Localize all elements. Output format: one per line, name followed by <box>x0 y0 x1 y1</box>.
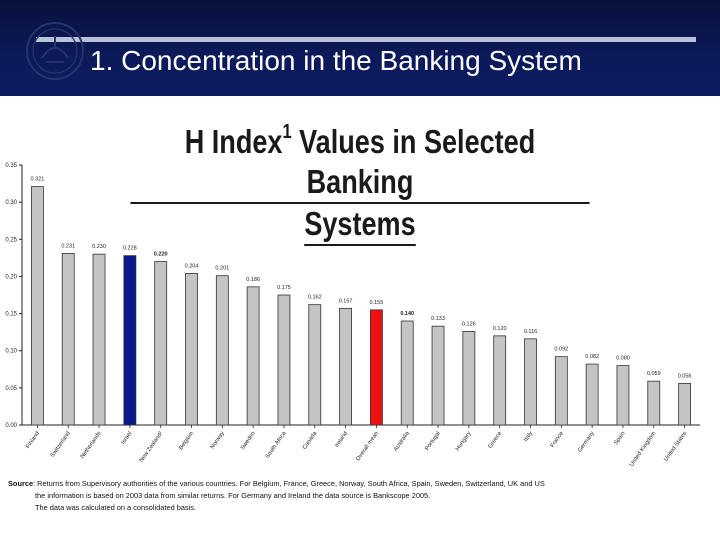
bar <box>61 253 75 426</box>
data-label: 0.059 <box>647 371 661 377</box>
x-tick-label: United States <box>663 431 688 463</box>
bar <box>493 335 507 426</box>
x-tick-label: Israel <box>120 431 133 446</box>
x-tick-label: Belgium <box>178 431 195 452</box>
y-tick-label: 0.10 <box>5 349 17 355</box>
bar <box>554 356 568 426</box>
bar <box>616 365 630 426</box>
x-tick-label: South Africa <box>265 430 288 460</box>
chart-title-line1: H Index1 Values in Selected Banking <box>130 121 590 204</box>
x-tick-label: Canada <box>302 430 319 451</box>
bar <box>308 304 322 426</box>
bar <box>215 275 229 426</box>
x-tick-label: Hungary <box>455 431 473 452</box>
data-label: 0.201 <box>215 266 229 272</box>
y-tick-label: 0.00 <box>5 423 17 429</box>
data-label: 0.162 <box>308 295 322 301</box>
data-label: 0.230 <box>92 244 106 250</box>
bar <box>400 320 414 426</box>
y-tick-label: 0.05 <box>5 386 17 392</box>
y-tick-label: 0.20 <box>5 274 17 280</box>
bar <box>370 309 383 426</box>
bar <box>339 307 352 426</box>
footnote-marker: 1 <box>282 121 292 143</box>
data-label: 0.204 <box>185 263 199 269</box>
bar <box>431 325 445 426</box>
x-tick-label: Spain <box>613 431 626 447</box>
data-label: 0.220 <box>154 252 168 258</box>
x-tick-label: Germany <box>577 431 596 454</box>
x-tick-label: Italy <box>523 431 534 443</box>
x-tick-label: Overall mean <box>355 431 380 463</box>
bank-logo-icon <box>26 22 84 80</box>
x-tick-label: New Zealand² <box>139 431 165 464</box>
data-label: 0.116 <box>524 329 537 335</box>
data-label: 0.155 <box>370 300 384 306</box>
x-tick-label: Finland <box>25 431 41 450</box>
bar <box>678 382 691 426</box>
y-tick-label: 0.35 <box>5 163 17 169</box>
source-line1: : Returns from Supervisory authorities o… <box>33 479 545 488</box>
data-label: 0.056 <box>678 373 692 379</box>
data-label: 0.321 <box>31 177 45 183</box>
bar <box>462 330 476 426</box>
y-tick-label: 0.30 <box>5 200 17 206</box>
slide-header: 1. Concentration in the Banking System <box>0 0 720 96</box>
chart-title: H Index1 Values in Selected Banking Syst… <box>114 122 606 246</box>
x-tick-label: Norway <box>210 431 226 451</box>
data-label: 0.126 <box>462 321 476 327</box>
bar <box>647 380 661 426</box>
bar <box>92 253 106 426</box>
x-tick-label: Switzerland <box>50 431 72 459</box>
x-tick-label: United Kingdom <box>629 431 658 468</box>
x-tick-label: Ireland <box>334 431 349 449</box>
x-tick-label: Portugal <box>424 431 441 452</box>
bar <box>123 255 137 426</box>
data-label: 0.092 <box>554 347 568 353</box>
source-label: Source <box>8 479 34 488</box>
x-tick-label: Greece <box>487 431 503 450</box>
bar <box>185 273 198 426</box>
bar-chart: 0.00 0.05 0.10 0.15 0.20 0.25 0.30 0.35 0.321 Fin… <box>5 163 700 468</box>
x-tick-label: Sweden <box>240 431 257 452</box>
x-tick-label: Australia <box>393 430 411 453</box>
data-label: 0.175 <box>277 285 291 291</box>
slide-title: 1. Concentration in the Banking System <box>90 45 582 76</box>
data-label: 0.080 <box>616 356 630 362</box>
bar <box>31 186 44 426</box>
data-label: 0.231 <box>61 243 75 249</box>
data-label: 0.157 <box>339 298 353 304</box>
bar <box>154 261 168 426</box>
data-label: 0.082 <box>585 354 599 360</box>
x-tick-label: France <box>550 431 565 449</box>
y-tick-label: 0.15 <box>5 312 17 318</box>
x-tick-label: Netherlands <box>80 431 103 460</box>
data-label: 0.140 <box>400 311 414 317</box>
bar <box>585 363 599 426</box>
bar <box>277 294 291 426</box>
data-label: 0.228 <box>123 246 137 252</box>
data-label: 0.186 <box>246 277 260 283</box>
data-label: 0.133 <box>431 316 445 322</box>
source-note: Source: Returns from Supervisory authori… <box>8 478 713 514</box>
bar <box>524 338 537 426</box>
y-tick-label: 0.25 <box>5 237 17 243</box>
header-rule <box>36 37 696 42</box>
bar <box>246 286 260 426</box>
source-line3: The data was calculated on a consolidate… <box>35 503 197 512</box>
data-label: 0.120 <box>493 326 507 332</box>
chart-title-line2: Systems <box>304 204 416 246</box>
source-line2: the information is based on 2003 data fr… <box>35 491 431 500</box>
